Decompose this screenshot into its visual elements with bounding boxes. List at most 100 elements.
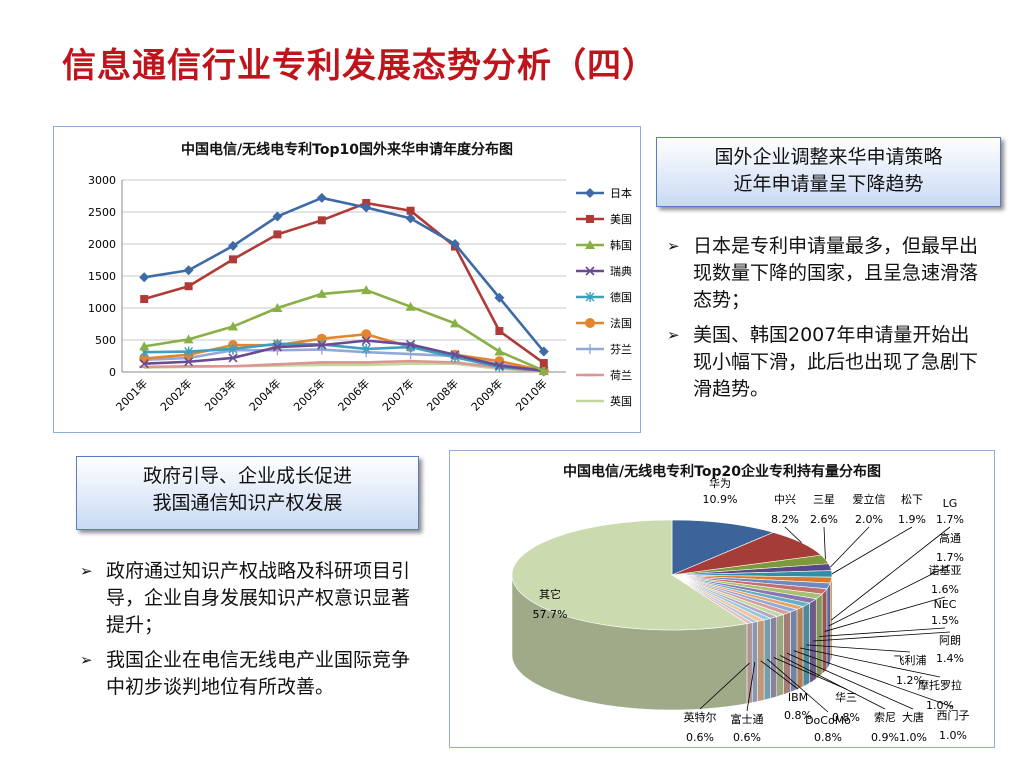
pie-label: 大唐 1.0% bbox=[786, 652, 927, 744]
pie-label: 华为 10.9% bbox=[703, 476, 738, 506]
pie-leader-line bbox=[760, 660, 799, 690]
series-point bbox=[139, 272, 150, 283]
pie-label: 飞利浦 1.2% bbox=[806, 644, 927, 687]
callout-left-line2: 我国通信知识产权发展 bbox=[152, 492, 343, 514]
series-line bbox=[144, 342, 544, 373]
series-point bbox=[494, 361, 504, 371]
x-tick-label: 2002年 bbox=[157, 376, 194, 413]
pie-chart-panel: 中国电信/无线电专利Top20企业专利持有量分布图 华为 10.9% 中兴 8.2% 三… bbox=[449, 450, 995, 748]
x-tick-label: 2010年 bbox=[512, 376, 549, 413]
pie-label-name: 其它 bbox=[539, 587, 561, 601]
series-point bbox=[586, 215, 594, 223]
pie-label: 华三 0.8% bbox=[773, 657, 860, 724]
pie-label-value: 1.0% bbox=[899, 731, 927, 744]
series-point bbox=[406, 339, 416, 350]
pie-leader-line bbox=[784, 526, 802, 544]
bullets-right: ➢ 日本是专利申请量最多，但最早出现数量下降的国家，且呈急速滑落态势； ➢ 美国… bbox=[667, 233, 982, 411]
pie-slice-side bbox=[776, 614, 784, 697]
pie-label: 富士通 0.6% bbox=[731, 661, 764, 744]
pie-label-value: 0.8% bbox=[832, 711, 860, 724]
pie-slice-side bbox=[790, 608, 798, 693]
pie-leader-line bbox=[779, 655, 886, 710]
series-line bbox=[144, 359, 544, 373]
series-瑞典 bbox=[139, 336, 549, 376]
pie-leader-line bbox=[830, 526, 870, 568]
series-point bbox=[585, 240, 595, 249]
series-point bbox=[538, 346, 549, 357]
y-tick-label: 0 bbox=[109, 366, 116, 379]
pie-label-name: DoCoMo bbox=[805, 714, 851, 727]
pie-label-name: 英特尔 bbox=[684, 710, 717, 724]
pie-leader-line bbox=[831, 526, 913, 575]
pie-slice-side bbox=[757, 619, 765, 702]
legend-label: 瑞典 bbox=[610, 264, 632, 278]
series-line bbox=[143, 201, 545, 365]
series-line bbox=[144, 339, 544, 373]
series-point bbox=[183, 265, 194, 276]
series-point bbox=[228, 343, 238, 354]
series-point bbox=[450, 318, 460, 328]
x-tick-label: 2005年 bbox=[290, 376, 327, 413]
series-point bbox=[585, 188, 595, 198]
pie-label-value: 0.8% bbox=[814, 731, 842, 744]
pie-label-name: 高通 bbox=[939, 531, 961, 545]
legend-label: 日本 bbox=[610, 186, 632, 200]
line-chart-title: 中国电信/无线电专利Top10国外来华申请年度分布图 bbox=[181, 142, 513, 158]
pie-slice bbox=[671, 519, 775, 576]
legend-label: 荷兰 bbox=[610, 369, 632, 382]
pie-leader-line bbox=[767, 658, 829, 713]
pie-label: 诺基亚 1.6% bbox=[824, 564, 962, 632]
bullet-right-2-text: 美国、韩国2007年申请量开始出现小幅下滑，此后也出现了急剧下滑趋势。 bbox=[693, 324, 979, 400]
pie-label: NEC 1.5% bbox=[819, 598, 959, 637]
pie-label-name: 大唐 bbox=[902, 710, 924, 724]
pie-label: LG 1.7% bbox=[831, 497, 964, 621]
pie-label-value: 1.7% bbox=[936, 551, 964, 564]
x-tick-label: 2003年 bbox=[202, 376, 239, 413]
x-tick-label: 2001年 bbox=[113, 376, 150, 413]
series-point bbox=[450, 239, 460, 249]
y-tick-label: 1000 bbox=[88, 302, 116, 315]
series-point bbox=[229, 255, 237, 264]
pie-slice-side bbox=[751, 621, 758, 703]
series-point bbox=[585, 344, 595, 354]
y-tick-label: 1500 bbox=[88, 270, 116, 283]
bullet-left-1-text: 政府通过知识产权战略及科研项目引导，企业自身发展知识产权意识显著提升； bbox=[106, 560, 411, 636]
legend-item: 德国 bbox=[576, 290, 632, 304]
bullet-right-1: ➢ 日本是专利申请量最多，但最早出现数量下降的国家，且呈急速滑落态势； bbox=[667, 233, 982, 314]
pie-label: 爱立信 2.0% bbox=[830, 492, 886, 568]
pie-label: 松下 1.9% bbox=[831, 492, 926, 575]
series-point bbox=[316, 288, 327, 298]
pie-label-name: 阿朗 bbox=[939, 634, 961, 647]
pie-label-value: 1.4% bbox=[936, 652, 964, 665]
series-point bbox=[538, 365, 549, 375]
series-point bbox=[585, 318, 595, 328]
pie-leader-line bbox=[819, 627, 946, 637]
pie-label-value: 2.6% bbox=[810, 513, 838, 526]
arrow-bullet-icon: ➢ bbox=[667, 326, 680, 344]
series-point bbox=[272, 342, 282, 352]
bullet-right-2: ➢ 美国、韩国2007年申请量开始出现小幅下滑，此后也出现了急剧下滑趋势。 bbox=[667, 322, 982, 403]
legend-label: 英国 bbox=[610, 394, 632, 408]
series-韩国 bbox=[139, 285, 549, 375]
pie-slice-side bbox=[826, 582, 831, 670]
pie-label-name: 爱立信 bbox=[853, 492, 886, 506]
legend-item: 芬兰 bbox=[576, 343, 632, 356]
legend-item: 法国 bbox=[576, 316, 632, 330]
legend-item: 英国 bbox=[576, 394, 632, 408]
x-tick-label: 2008年 bbox=[424, 376, 461, 413]
series-point bbox=[495, 327, 504, 336]
series-point bbox=[361, 336, 371, 346]
pie-label: 阿朗 1.4% bbox=[812, 631, 964, 665]
pie-label-name: 索尼 bbox=[874, 710, 896, 724]
pie-label-value: 1.5% bbox=[931, 614, 959, 627]
pie-label-name: 诺基亚 bbox=[929, 564, 962, 577]
pie-label-value: 1.0% bbox=[939, 729, 967, 742]
series-point bbox=[361, 202, 372, 213]
pie-label: DoCoMo 0.8% bbox=[767, 658, 851, 744]
series-point bbox=[494, 292, 505, 303]
pie-slice-side bbox=[770, 616, 778, 699]
y-tick-label: 3000 bbox=[88, 174, 116, 187]
